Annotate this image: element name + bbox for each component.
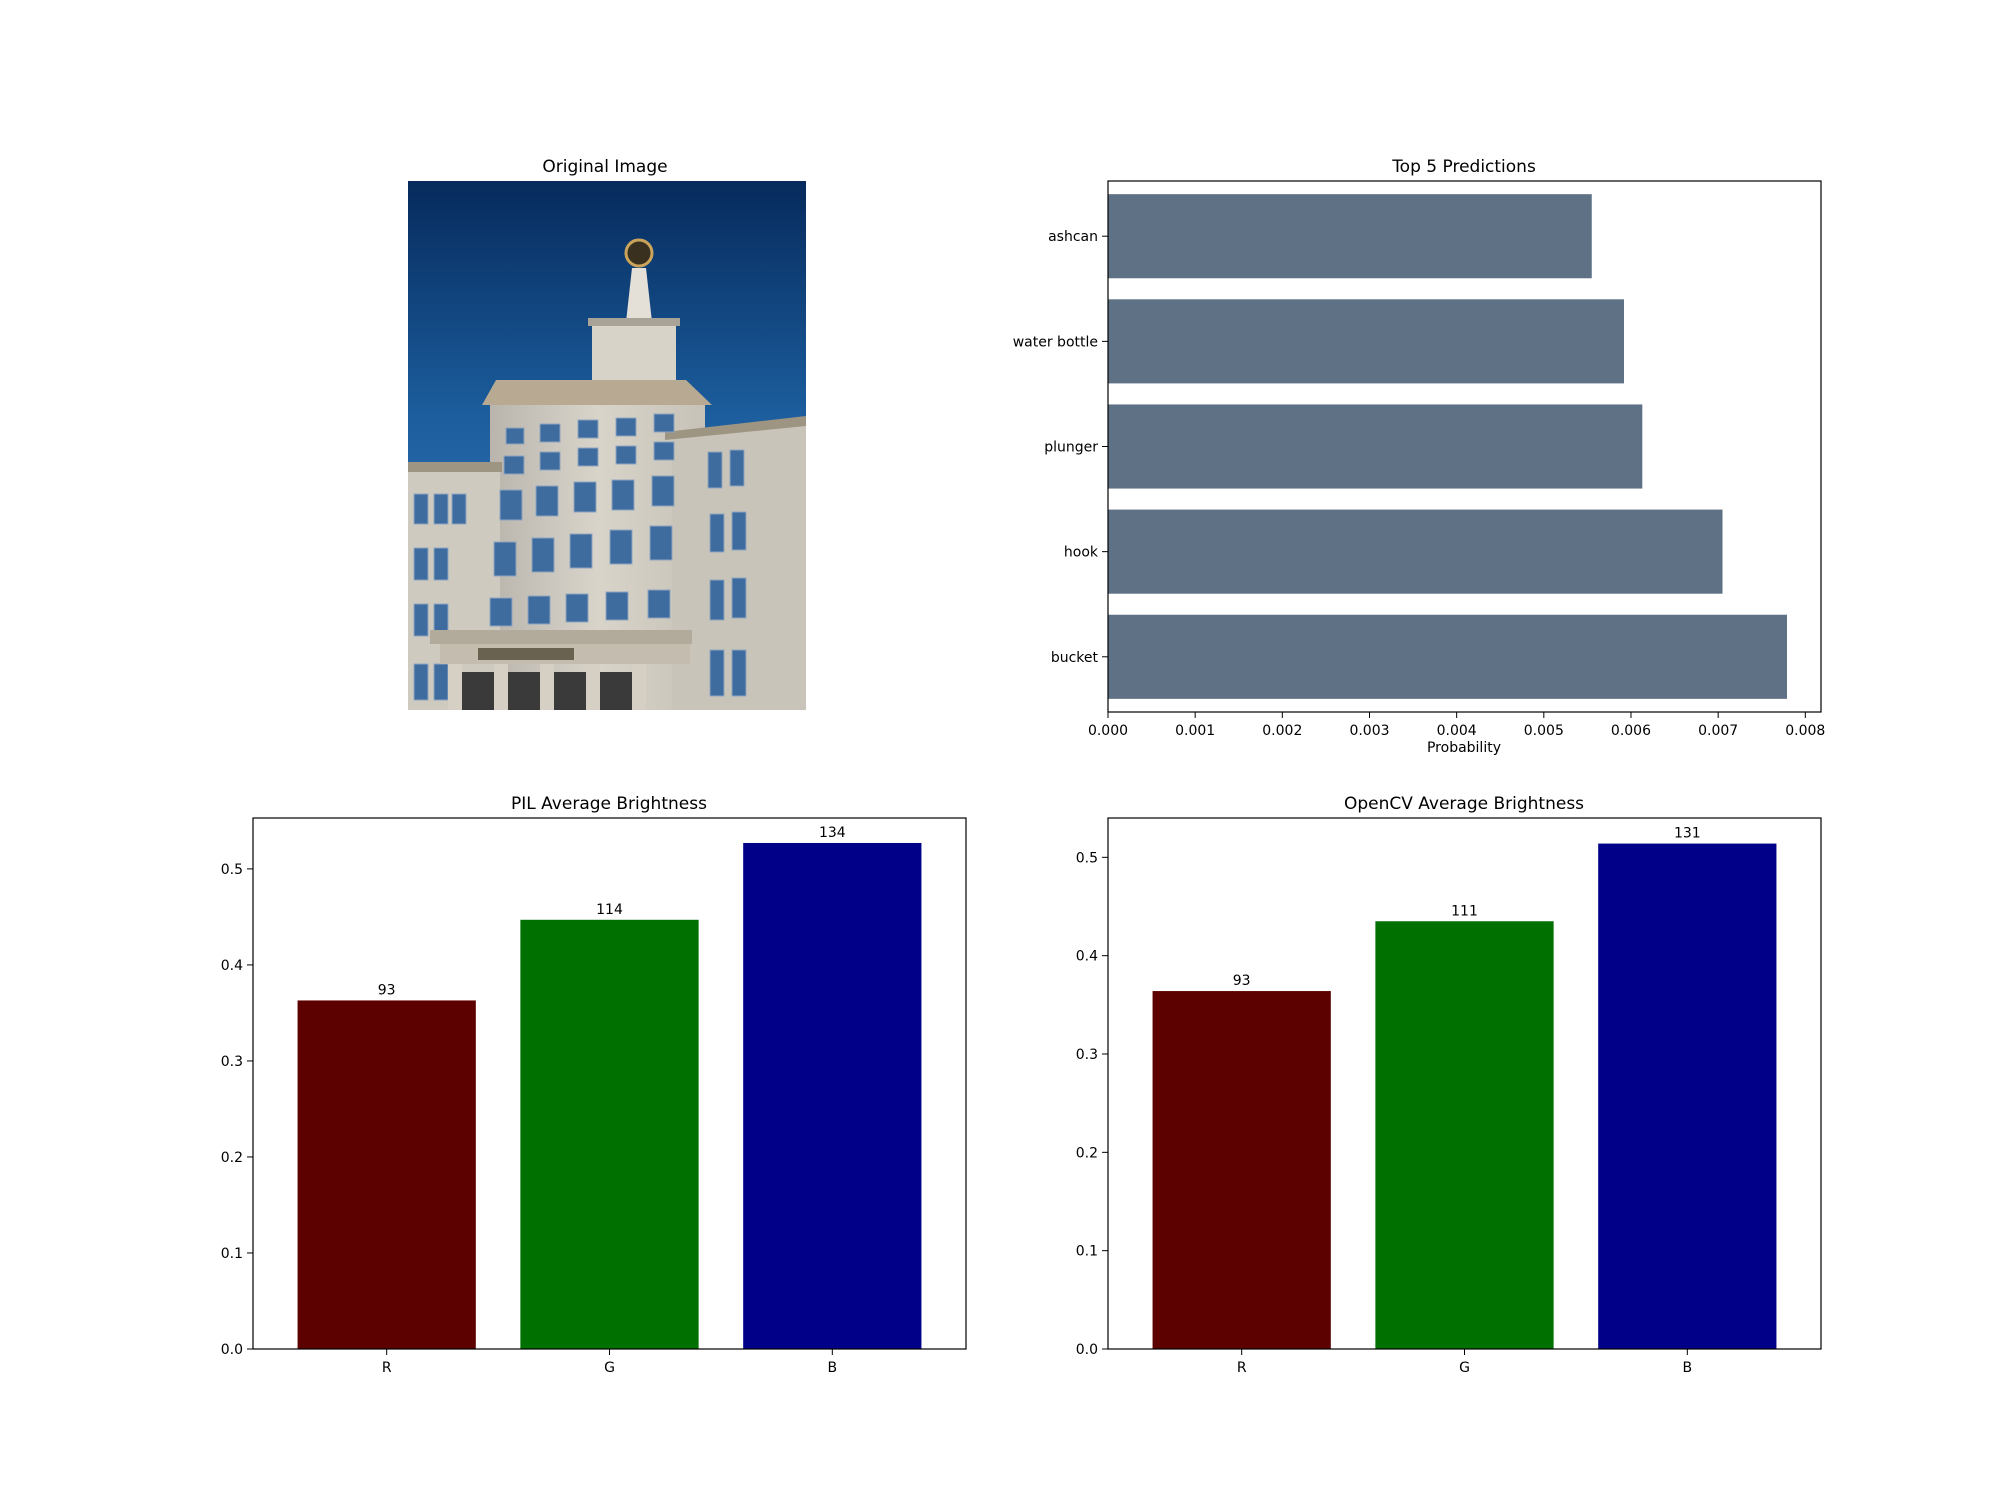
x-tick-label: 0.006 bbox=[1611, 723, 1651, 739]
y-tick-label: bucket bbox=[1051, 650, 1099, 666]
prediction-bar bbox=[1108, 509, 1723, 594]
top5-predictions-chart: Top 5 Predictions bucket hook plunger water… bbox=[1013, 157, 1826, 756]
x-tick-label: 0.005 bbox=[1524, 723, 1564, 739]
x-tick-label: R bbox=[382, 1360, 392, 1376]
y-tick-label: 0.5 bbox=[221, 862, 243, 878]
opencv-brightness-chart: OpenCV Average Brightness 93 111 131 0.0 0.… bbox=[1076, 794, 1822, 1376]
brightness-bar bbox=[1152, 991, 1331, 1349]
original-image-panel: Original Image bbox=[408, 157, 806, 710]
y-tick-label: 0.1 bbox=[221, 1246, 243, 1262]
x-tick-label: G bbox=[1459, 1360, 1470, 1376]
bar-value-label: 114 bbox=[596, 902, 623, 918]
x-tick-label: 0.001 bbox=[1175, 723, 1215, 739]
plot-frame bbox=[1107, 180, 1822, 713]
bar-value-label: 134 bbox=[819, 825, 846, 841]
x-tick-label: R bbox=[1237, 1360, 1247, 1376]
x-axis-label: Probability bbox=[1427, 740, 1501, 756]
building-photo bbox=[408, 181, 806, 710]
y-tick-label: 0.4 bbox=[221, 958, 243, 974]
y-tick-label: 0.3 bbox=[1076, 1047, 1098, 1063]
y-tick-label: plunger bbox=[1044, 440, 1098, 456]
prediction-bar bbox=[1108, 299, 1625, 384]
brightness-bar bbox=[1375, 921, 1554, 1349]
y-tick-label: ashcan bbox=[1048, 229, 1098, 245]
brightness-bar bbox=[1598, 843, 1777, 1349]
x-tick-label: 0.000 bbox=[1088, 723, 1128, 739]
y-tick-label: 0.1 bbox=[1076, 1244, 1098, 1260]
bar-value-label: 93 bbox=[1233, 973, 1251, 989]
original-image-title: Original Image bbox=[542, 157, 667, 177]
chart-title: OpenCV Average Brightness bbox=[1344, 794, 1584, 814]
brightness-bar bbox=[297, 1000, 476, 1349]
chart-title: PIL Average Brightness bbox=[511, 794, 707, 814]
y-tick-label: hook bbox=[1064, 545, 1099, 561]
brightness-bar bbox=[520, 919, 699, 1349]
y-tick-label: 0.2 bbox=[221, 1150, 243, 1166]
prediction-bar bbox=[1108, 194, 1592, 279]
y-tick-label: 0.0 bbox=[221, 1342, 243, 1358]
plot-frame bbox=[252, 817, 967, 1350]
x-tick-label: B bbox=[828, 1360, 838, 1376]
x-tick-label: G bbox=[604, 1360, 615, 1376]
y-tick-label: water bottle bbox=[1013, 334, 1098, 350]
x-tick-label: 0.002 bbox=[1262, 723, 1302, 739]
y-tick-label: 0.3 bbox=[221, 1054, 243, 1070]
x-tick-label: B bbox=[1683, 1360, 1693, 1376]
brightness-bar bbox=[743, 842, 922, 1349]
y-tick-label: 0.4 bbox=[1076, 949, 1098, 965]
prediction-bar bbox=[1108, 404, 1643, 489]
x-tick-label: 0.004 bbox=[1437, 723, 1477, 739]
bar-value-label: 131 bbox=[1674, 826, 1701, 842]
y-tick-label: 0.2 bbox=[1076, 1145, 1098, 1161]
y-tick-label: 0.5 bbox=[1076, 850, 1098, 866]
chart-title: Top 5 Predictions bbox=[1391, 157, 1536, 177]
x-tick-label: 0.007 bbox=[1698, 723, 1738, 739]
prediction-bar bbox=[1108, 614, 1788, 699]
bar-value-label: 111 bbox=[1451, 903, 1478, 919]
plot-frame bbox=[1107, 817, 1822, 1350]
pil-brightness-chart: PIL Average Brightness 93 114 134 0.0 0.1 0.… bbox=[221, 794, 967, 1376]
bar-value-label: 93 bbox=[378, 982, 396, 998]
x-tick-label: 0.008 bbox=[1785, 723, 1825, 739]
y-tick-label: 0.0 bbox=[1076, 1342, 1098, 1358]
x-tick-label: 0.003 bbox=[1349, 723, 1389, 739]
